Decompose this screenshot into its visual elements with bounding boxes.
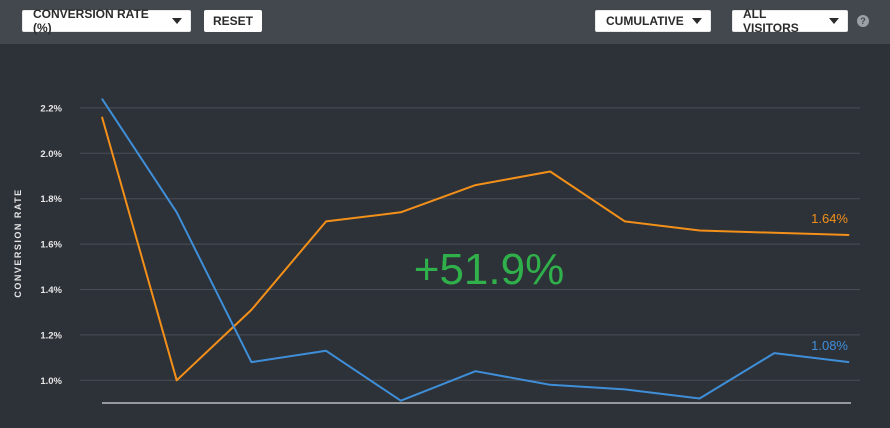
y-tick-label: 1.8%	[40, 194, 62, 205]
series-point	[176, 379, 178, 381]
segment-dropdown-label: ALL VISITORS	[743, 7, 799, 35]
chevron-down-icon	[691, 18, 702, 24]
series-point	[699, 229, 701, 231]
series-point	[176, 211, 178, 213]
series-point	[400, 211, 402, 213]
series-point	[325, 350, 327, 352]
lift-annotation: +51.9%	[414, 245, 564, 294]
series-point	[699, 397, 701, 399]
series-point	[848, 361, 850, 363]
y-tick-label: 2.0%	[40, 149, 62, 160]
series-point	[475, 184, 476, 186]
series-point	[400, 400, 402, 402]
series-point	[475, 370, 476, 372]
series-point	[773, 232, 775, 234]
y-tick-label: 2.2%	[40, 103, 62, 114]
toolbar: CONVERSION RATE (%) RESET CUMULATIVE ALL…	[0, 0, 890, 44]
series-point	[624, 388, 626, 390]
segment-dropdown[interactable]: ALL VISITORS	[732, 7, 848, 35]
help-icon[interactable]: ?	[857, 15, 869, 27]
metric-dropdown-label: CONVERSION RATE (%)	[33, 7, 149, 35]
mode-dropdown[interactable]: CUMULATIVE	[595, 10, 711, 32]
y-tick-label: 1.2%	[40, 330, 62, 341]
series-point	[101, 98, 103, 100]
y-tick-label: 1.0%	[40, 376, 62, 387]
series-point	[101, 116, 103, 118]
series-point	[549, 170, 551, 172]
series-point	[250, 309, 252, 311]
chevron-down-icon	[829, 18, 839, 24]
y-tick-label: 1.4%	[40, 285, 62, 296]
series-end-label: 1.08%	[811, 338, 848, 353]
reset-button[interactable]: RESET	[204, 10, 262, 32]
series-point	[848, 234, 850, 236]
series-end-label: 1.64%	[811, 211, 848, 226]
chevron-down-icon	[172, 18, 182, 24]
y-axis-label: CONVERSION RATE	[13, 188, 23, 297]
mode-dropdown-label: CUMULATIVE	[606, 14, 684, 28]
series-point	[624, 220, 626, 222]
y-tick-label: 1.6%	[40, 240, 62, 251]
series-point	[325, 220, 327, 222]
metric-dropdown[interactable]: CONVERSION RATE (%)	[22, 7, 191, 35]
series-point	[773, 352, 775, 354]
conversion-rate-chart: 1.0% 1.2% 1.4% 1.6% 1.8% 2.0% 2.2% CONVERSION R…	[13, 98, 860, 404]
series-point	[250, 361, 252, 363]
series-point	[549, 384, 551, 386]
